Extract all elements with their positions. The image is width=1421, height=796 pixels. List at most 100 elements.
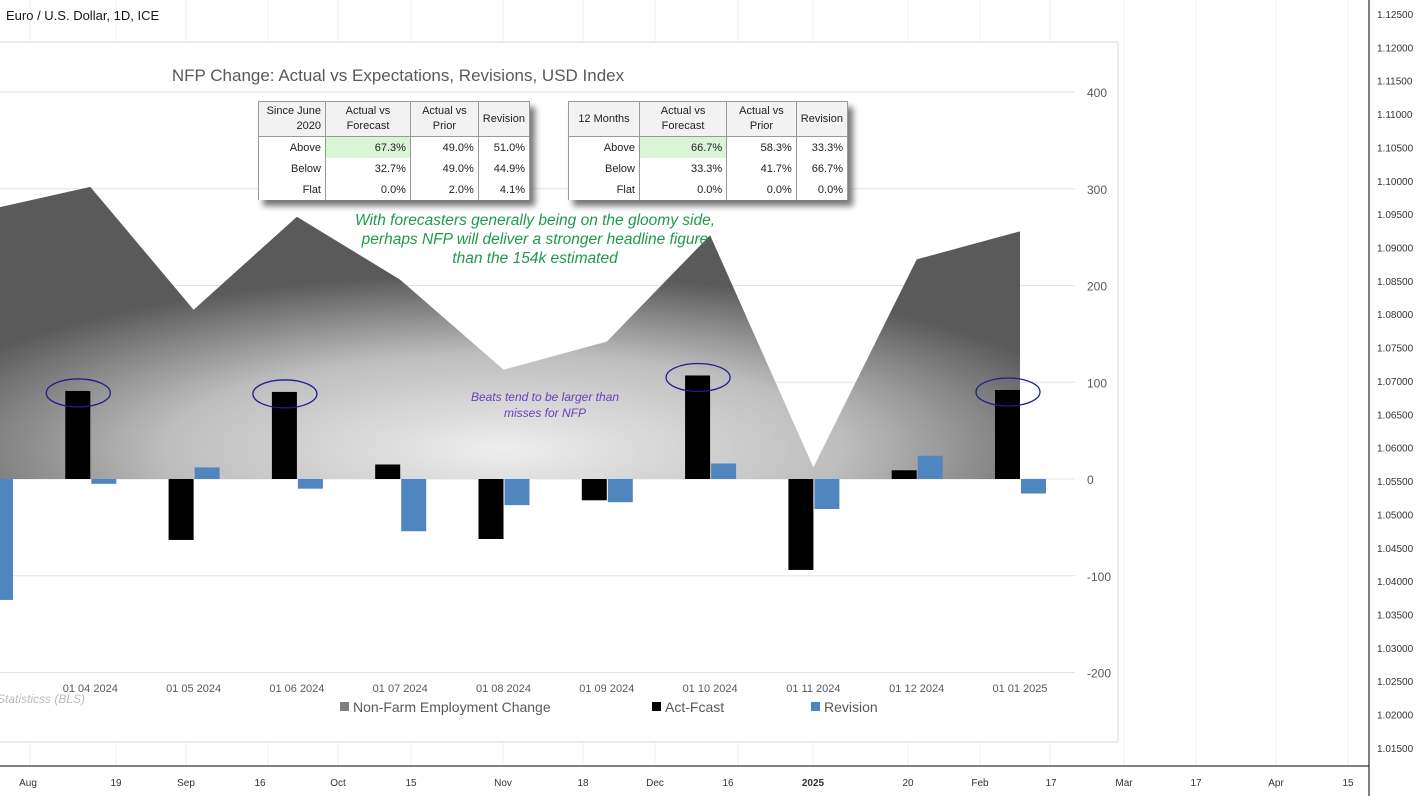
legend-label: Act-Fcast [665, 699, 724, 715]
price-label: 1.03500 [1377, 610, 1414, 621]
price-label: 1.02500 [1377, 677, 1414, 688]
time-label: 17 [1045, 778, 1057, 789]
price-label: 1.10500 [1377, 143, 1414, 154]
x-tick-label: 01 11 2024 [786, 683, 840, 695]
time-label: 16 [722, 778, 734, 789]
nfp-area [0, 186, 1020, 479]
price-label: 1.04000 [1377, 577, 1414, 588]
price-label: 1.05500 [1377, 477, 1414, 488]
price-label: 1.12000 [1377, 43, 1414, 54]
cell-value: 51.0% [477, 136, 531, 158]
highlight-ellipse [975, 377, 1041, 407]
table-row: Flat 0.0% 2.0% 4.1% [258, 179, 531, 200]
cell-value: 66.7% [795, 158, 849, 179]
cell-value: 49.0% [409, 136, 479, 158]
price-label: 1.11000 [1377, 110, 1413, 121]
price-label: 1.09000 [1377, 244, 1414, 255]
revision-bar [504, 479, 530, 506]
legend-swatch [340, 702, 349, 711]
y-tick-label: 0 [1087, 473, 1094, 487]
col-header: Revision [477, 101, 531, 137]
time-label: 19 [110, 778, 122, 789]
legend-swatch [652, 702, 661, 711]
price-label: 1.01500 [1377, 744, 1414, 755]
y-tick-label: 200 [1087, 280, 1107, 294]
time-label: Oct [330, 778, 346, 789]
time-label: 16 [254, 778, 266, 789]
highlight-ellipse [45, 378, 111, 408]
y-tick-label: 400 [1087, 86, 1107, 100]
act-fcast-bar [788, 479, 814, 570]
price-label: 1.09500 [1377, 210, 1414, 221]
time-label: 20 [902, 778, 914, 789]
x-tick-label: 01 05 2024 [166, 683, 221, 695]
revision-bar [814, 479, 840, 509]
price-label: 1.04500 [1377, 544, 1414, 555]
symbol-title: Euro / U.S. Dollar, 1D, ICE [6, 8, 160, 23]
col-header: Actual vs Forecast [638, 101, 728, 137]
table-row: Above 67.3% 49.0% 51.0% [258, 136, 531, 158]
table-row: Above 66.7% 58.3% 33.3% [568, 136, 849, 158]
revision-bar [917, 455, 943, 479]
purple-annotation: Beats tend to be larger than misses for … [470, 390, 620, 420]
twelve-months-table: 12 Months Actual vs Forecast Actual vs P… [568, 101, 849, 200]
x-tick-label: 01 06 2024 [269, 683, 324, 695]
legend-label: Revision [824, 699, 878, 715]
x-tick-label: 01 12 2024 [889, 683, 944, 695]
cell-value: 0.0% [638, 179, 728, 200]
act-fcast-bar [581, 479, 607, 501]
price-label: 1.12500 [1377, 10, 1414, 21]
row-label: Flat [568, 179, 640, 200]
act-fcast-bar [168, 479, 194, 540]
col-header: Actual vs Forecast [325, 101, 411, 137]
x-tick-label: 01 07 2024 [373, 683, 428, 695]
y-tick-label: -200 [1087, 667, 1111, 681]
table-row: Below 33.3% 41.7% 66.7% [568, 158, 849, 179]
act-fcast-bar [891, 470, 917, 479]
act-fcast-bar [65, 390, 91, 479]
price-label: 1.06000 [1377, 444, 1414, 455]
time-label: Mar [1115, 778, 1133, 789]
act-fcast-bar [271, 391, 297, 479]
col-header: Revision [795, 101, 849, 137]
cell-value: 66.7% [638, 136, 728, 158]
time-label: Sep [177, 778, 195, 789]
revision-bar [711, 463, 737, 479]
price-label: 1.07000 [1377, 377, 1414, 388]
time-label: 17 [1190, 778, 1202, 789]
highlight-ellipse [665, 362, 731, 393]
row-label: Flat [258, 179, 326, 200]
cell-value: 32.7% [325, 158, 411, 179]
cell-value: 67.3% [325, 136, 411, 158]
price-label: 1.08000 [1377, 310, 1414, 321]
price-label: 1.08500 [1377, 277, 1414, 288]
x-tick-label: 01 09 2024 [579, 683, 634, 695]
revision-bar [91, 479, 117, 484]
cell-value: 41.7% [726, 158, 797, 179]
col-header: Actual vs Prior [726, 101, 797, 137]
x-tick-label: 01 04 2024 [63, 683, 118, 695]
col-header: Actual vs Prior [409, 101, 479, 137]
revision-bar [194, 467, 220, 479]
x-tick-label: 01 10 2024 [683, 683, 738, 695]
y-tick-label: 100 [1087, 376, 1107, 390]
green-annotation: With forecasters generally being on the … [355, 212, 715, 267]
highlight-ellipse [252, 379, 318, 409]
time-label: Dec [646, 778, 664, 789]
y-tick-label: -100 [1087, 570, 1111, 584]
time-label: 15 [1342, 778, 1354, 789]
price-label: 1.10000 [1377, 177, 1414, 188]
act-fcast-bar [478, 479, 504, 539]
row-label: Above [258, 136, 326, 158]
revision-bar [607, 479, 633, 503]
time-label: Feb [971, 778, 989, 789]
act-fcast-bar [375, 464, 401, 479]
legend-label: Non-Farm Employment Change [353, 699, 551, 715]
price-label: 1.07500 [1377, 344, 1414, 355]
legend-swatch [811, 702, 820, 711]
chart-title: NFP Change: Actual vs Expectations, Revi… [172, 66, 625, 85]
cell-value: 2.0% [409, 179, 479, 200]
revision-bar [401, 479, 427, 532]
cell-value: 44.9% [477, 158, 531, 179]
